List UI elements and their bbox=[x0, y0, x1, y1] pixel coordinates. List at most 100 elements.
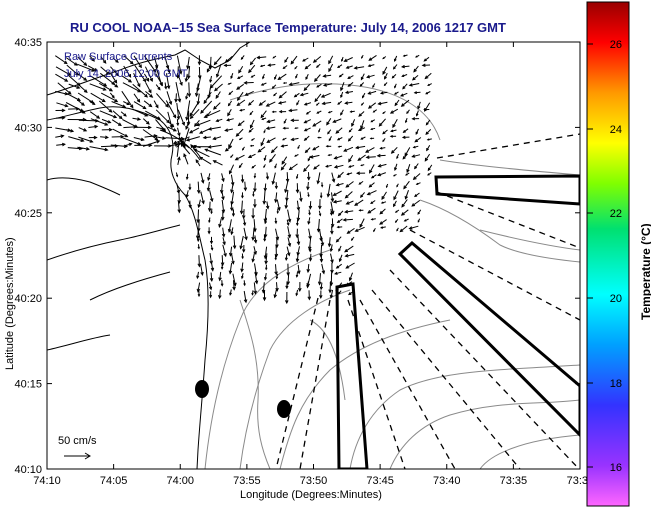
current-vector-head bbox=[295, 222, 299, 227]
current-vector bbox=[296, 200, 300, 211]
current-vector bbox=[245, 90, 254, 96]
current-vector-head bbox=[236, 86, 241, 90]
current-vector bbox=[186, 100, 191, 120]
current-vector-head bbox=[221, 233, 226, 238]
current-vector-head bbox=[240, 179, 245, 184]
current-vector-head bbox=[263, 131, 266, 134]
current-vector-head bbox=[236, 97, 241, 101]
current-vector bbox=[413, 65, 419, 73]
current-vector-head bbox=[411, 117, 416, 121]
current-vector-head bbox=[237, 122, 242, 127]
current-vector bbox=[276, 199, 280, 211]
current-vector bbox=[90, 118, 108, 126]
current-vector bbox=[166, 143, 178, 147]
current-vector bbox=[78, 136, 93, 143]
current-vector-head bbox=[355, 171, 361, 175]
current-vector bbox=[133, 72, 141, 87]
current-vector-head bbox=[411, 154, 416, 158]
current-vector-head bbox=[303, 120, 308, 124]
current-vector-head bbox=[212, 136, 217, 141]
current-vector-head bbox=[194, 92, 199, 98]
current-vector-head bbox=[402, 129, 406, 133]
current-vector-head bbox=[251, 258, 255, 263]
current-vector-head bbox=[282, 138, 285, 141]
current-vector-head bbox=[228, 170, 233, 175]
current-vector bbox=[228, 138, 234, 148]
x-tick-label: 73:35 bbox=[500, 475, 528, 487]
current-vector bbox=[289, 163, 298, 170]
current-vector-head bbox=[426, 147, 429, 152]
current-vector-head bbox=[284, 59, 288, 63]
current-vector-head bbox=[382, 111, 385, 114]
current-vector-head bbox=[389, 110, 394, 114]
current-vector bbox=[99, 110, 117, 118]
current-vector bbox=[320, 282, 323, 290]
current-vector bbox=[303, 84, 311, 91]
current-vector bbox=[55, 117, 65, 119]
current-vector-head bbox=[373, 229, 376, 233]
current-vector bbox=[213, 102, 221, 110]
current-vector-head bbox=[318, 130, 321, 133]
current-vector bbox=[296, 253, 299, 262]
current-vector-head bbox=[185, 194, 189, 199]
current-vector bbox=[355, 226, 365, 232]
current-vector bbox=[281, 156, 288, 165]
current-vector-head bbox=[345, 201, 350, 205]
current-vector-head bbox=[328, 138, 332, 142]
current-vector bbox=[221, 190, 224, 200]
current-vector-head bbox=[197, 204, 201, 209]
current-vector bbox=[180, 143, 191, 155]
current-vector bbox=[55, 66, 71, 76]
current-vector-head bbox=[120, 134, 125, 139]
current-vector bbox=[227, 108, 232, 116]
current-vector-head bbox=[307, 221, 311, 225]
current-vector bbox=[411, 199, 421, 207]
current-vector bbox=[87, 65, 98, 72]
current-vector-head bbox=[136, 98, 141, 103]
current-vector-head bbox=[389, 129, 394, 133]
y-tick-label: 40:25 bbox=[14, 208, 42, 220]
current-vector bbox=[331, 172, 335, 182]
current-vector bbox=[290, 55, 298, 65]
current-vector-head bbox=[181, 121, 185, 126]
current-vector-head bbox=[254, 280, 259, 285]
current-vector-head bbox=[382, 57, 385, 60]
current-vector-head bbox=[296, 207, 301, 212]
current-vector-head bbox=[248, 129, 252, 133]
current-vector bbox=[145, 91, 153, 98]
current-vector-head bbox=[411, 77, 416, 81]
current-vector bbox=[339, 254, 343, 262]
current-vector-head bbox=[357, 157, 362, 161]
current-vector bbox=[264, 226, 267, 238]
current-vector-head bbox=[239, 108, 243, 112]
x-tick-label: 73:45 bbox=[366, 475, 394, 487]
current-vector-head bbox=[406, 111, 409, 115]
current-vector bbox=[155, 136, 166, 139]
current-vector-head bbox=[340, 94, 343, 99]
current-vector bbox=[122, 82, 141, 93]
current-vector-head bbox=[96, 115, 101, 119]
current-vector bbox=[303, 164, 310, 172]
current-vector-head bbox=[348, 129, 352, 133]
current-vector-head bbox=[415, 113, 419, 117]
current-vector-head bbox=[197, 61, 202, 66]
current-vector-head bbox=[295, 293, 299, 297]
current-vector bbox=[366, 156, 376, 158]
current-vector-head bbox=[203, 100, 208, 105]
current-vector bbox=[289, 82, 300, 86]
current-vector-head bbox=[283, 121, 287, 124]
current-vector-head bbox=[282, 82, 286, 85]
current-vector-head bbox=[303, 168, 307, 173]
current-vector-head bbox=[286, 222, 290, 227]
current-vector-head bbox=[392, 124, 396, 129]
current-vector bbox=[368, 90, 377, 95]
current-vector-head bbox=[330, 259, 334, 264]
colorbar-tick-label: 22 bbox=[610, 208, 622, 220]
buoy-marker-1 bbox=[195, 380, 209, 398]
current-vector-head bbox=[303, 137, 308, 141]
current-vector-head bbox=[337, 174, 342, 179]
current-vector-head bbox=[328, 289, 332, 294]
current-vector bbox=[310, 154, 320, 158]
current-vector-head bbox=[379, 146, 383, 150]
current-vector-head bbox=[284, 205, 289, 210]
